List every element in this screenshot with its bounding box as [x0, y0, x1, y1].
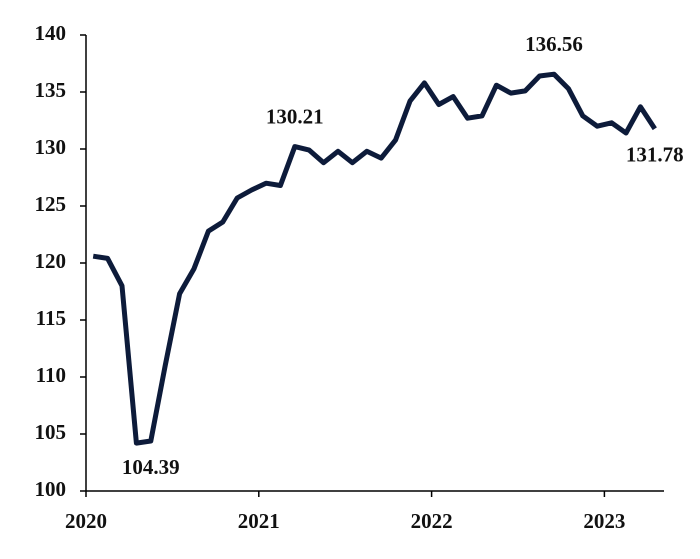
- x-tick-label: 2022: [411, 509, 453, 533]
- x-tick-label: 2023: [583, 509, 625, 533]
- y-tick-label: 125: [35, 192, 67, 216]
- data-label: 131.78: [626, 143, 684, 167]
- y-tick-label: 105: [35, 420, 67, 444]
- y-tick-label: 130: [35, 135, 67, 159]
- y-tick-label: 115: [36, 306, 66, 330]
- y-tick-label: 110: [36, 363, 66, 387]
- y-tick-label: 120: [35, 249, 67, 273]
- y-tick-label: 140: [35, 21, 67, 45]
- data-label: 130.21: [266, 104, 324, 128]
- x-tick-label: 2021: [238, 509, 280, 533]
- line: [92, 71, 657, 446]
- x-tick-label: 2020: [65, 509, 107, 533]
- data-label: 104.39: [122, 455, 180, 479]
- data-label: 136.56: [525, 32, 583, 56]
- y-tick-label: 100: [35, 477, 67, 501]
- y-tick-label: 135: [35, 78, 67, 102]
